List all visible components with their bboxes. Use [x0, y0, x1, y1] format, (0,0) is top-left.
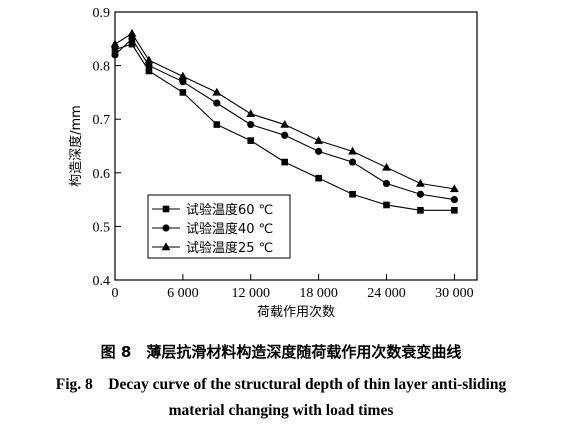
data-point: [247, 120, 255, 129]
data-point: [145, 67, 153, 75]
data-point: [178, 71, 188, 80]
data-point: [213, 121, 221, 128]
data-point: [416, 178, 425, 187]
figure-caption-english-line2: material changing with load times: [168, 402, 394, 419]
series-line: [114, 32, 455, 190]
legend-label: 试验温度60 ℃: [186, 202, 273, 218]
legend-marker: [162, 205, 170, 213]
data-point: [111, 51, 119, 59]
legend-label: 试验温度25 ℃: [186, 240, 273, 256]
data-point: [315, 147, 323, 155]
y-tick-label: 0.9: [93, 6, 111, 21]
data-point: [127, 28, 137, 37]
legend-label: 试验温度40 ℃: [186, 221, 273, 237]
data-point: [349, 190, 356, 198]
x-tick-label: 18 000: [299, 286, 338, 301]
y-tick-label: 0.4: [93, 274, 111, 289]
figure-caption-english-line1: Fig. 8 Decay curve of the structural dep…: [55, 376, 507, 393]
data-point: [451, 207, 458, 214]
x-axis-title: 荷载作用次数: [257, 304, 335, 320]
y-tick-label: 0.8: [93, 60, 111, 75]
data-point: [417, 207, 424, 214]
data-point: [315, 174, 322, 182]
data-point: [450, 196, 458, 204]
data-point: [145, 62, 153, 70]
data-point: [246, 109, 256, 118]
x-tick-label: 24 000: [367, 286, 406, 301]
data-point: [348, 146, 357, 155]
data-point: [382, 162, 391, 171]
legend-marker: [161, 242, 171, 251]
y-tick-label: 0.7: [93, 113, 111, 128]
data-point: [348, 158, 357, 166]
legend-entry: 试验温度60 ℃: [152, 202, 273, 218]
x-tick-label: 12 000: [232, 286, 271, 301]
data-point: [280, 119, 290, 128]
x-tick-label: 6 000: [167, 286, 199, 301]
data-point: [110, 39, 120, 48]
decay-chart: 0 6 000 12 000 18 000 24 000 30 000 0.4 0.5 0.6 0…: [68, 6, 478, 320]
data-point: [416, 190, 425, 198]
data-point: [128, 40, 136, 48]
data-point: [111, 46, 119, 53]
y-tick-label: 0.6: [93, 167, 111, 182]
plot-frame: [114, 11, 478, 281]
data-point: [281, 158, 288, 166]
y-axis-title: 构造深度/mm: [68, 105, 84, 187]
data-point: [383, 201, 390, 209]
data-point: [281, 131, 289, 139]
y-tick-label: 0.5: [93, 220, 111, 235]
data-point: [449, 184, 459, 193]
figure-caption-chinese: 图 8 薄层抗滑材料构造深度随荷载作用次数衰变曲线: [100, 343, 462, 361]
data-point: [179, 78, 187, 86]
legend-entry: 试验温度40 ℃: [152, 221, 273, 237]
data-point: [144, 55, 154, 64]
series-circle: [111, 35, 458, 204]
data-point: [213, 99, 221, 107]
series-triangle: [110, 28, 459, 193]
data-point: [382, 179, 391, 188]
data-point: [179, 89, 187, 96]
data-point: [212, 87, 222, 96]
data-point: [314, 136, 324, 144]
x-tick-label: 0: [112, 286, 119, 301]
legend-marker: [162, 224, 170, 232]
legend-entry: 试验温度25 ℃: [152, 240, 273, 256]
data-point: [247, 137, 255, 144]
x-tick-label: 30 000: [435, 286, 474, 301]
